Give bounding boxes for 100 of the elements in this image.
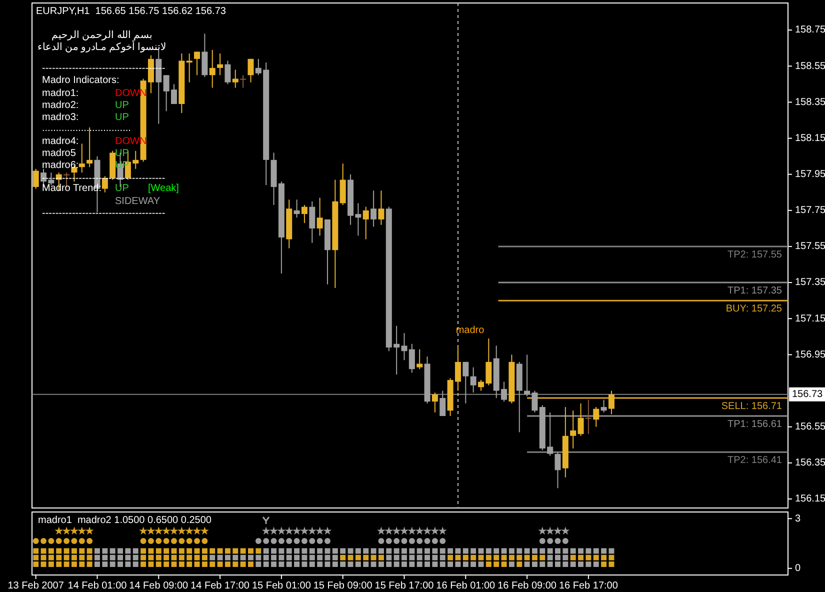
point bbox=[125, 561, 131, 567]
point bbox=[171, 554, 177, 560]
chart-title: madro1 madro2 1.0500 0.6500 0.2500 bbox=[38, 515, 212, 526]
point bbox=[348, 548, 354, 554]
candlestick bbox=[416, 348, 423, 370]
point bbox=[56, 554, 62, 560]
point bbox=[317, 561, 323, 567]
point bbox=[240, 554, 246, 560]
candlestick bbox=[240, 74, 246, 88]
point bbox=[608, 548, 614, 554]
point bbox=[164, 548, 170, 554]
point bbox=[540, 554, 546, 560]
point bbox=[94, 561, 100, 567]
point bbox=[309, 538, 316, 544]
point bbox=[217, 561, 223, 567]
point bbox=[118, 554, 123, 560]
point bbox=[401, 538, 408, 544]
point bbox=[438, 526, 447, 535]
point bbox=[210, 561, 216, 567]
point bbox=[300, 526, 309, 535]
point bbox=[263, 554, 269, 560]
point bbox=[110, 554, 116, 560]
y-tick-label: 0 bbox=[795, 563, 801, 574]
point bbox=[192, 526, 202, 535]
point bbox=[355, 561, 361, 567]
point bbox=[324, 538, 330, 544]
y-tick-label: 157.35 bbox=[795, 277, 825, 288]
point bbox=[86, 548, 92, 554]
point bbox=[40, 548, 46, 554]
point bbox=[33, 561, 39, 567]
point bbox=[171, 538, 177, 544]
point bbox=[408, 526, 416, 535]
point bbox=[200, 526, 209, 535]
point bbox=[516, 561, 522, 567]
point bbox=[416, 548, 422, 554]
y-tick-label: 157.15 bbox=[795, 313, 825, 324]
point bbox=[547, 554, 553, 560]
x-tick-label: 14 Feb 09:00 bbox=[129, 580, 189, 592]
point bbox=[56, 548, 62, 554]
annotation: madro1: bbox=[42, 88, 79, 99]
point bbox=[94, 554, 100, 560]
point bbox=[317, 554, 323, 560]
series-label: TP2: 156.41 bbox=[728, 455, 782, 466]
point bbox=[132, 561, 138, 567]
point bbox=[478, 554, 484, 560]
point bbox=[48, 548, 54, 554]
point bbox=[601, 554, 607, 560]
point bbox=[270, 538, 277, 544]
point bbox=[324, 554, 330, 560]
point bbox=[494, 554, 500, 560]
point bbox=[164, 561, 170, 567]
annotation: [Weak] bbox=[148, 183, 180, 194]
point bbox=[555, 561, 560, 567]
point bbox=[224, 561, 230, 567]
point bbox=[286, 561, 292, 567]
point bbox=[455, 554, 461, 560]
point bbox=[286, 548, 292, 554]
point bbox=[501, 548, 507, 554]
y-tick-label: 3 bbox=[795, 513, 801, 524]
point bbox=[202, 554, 208, 560]
annotation: madro5 bbox=[42, 148, 76, 159]
point bbox=[62, 526, 71, 535]
point bbox=[224, 548, 230, 554]
point bbox=[409, 548, 415, 554]
point bbox=[102, 554, 108, 560]
annotation: madro3: bbox=[42, 112, 79, 123]
point bbox=[302, 554, 308, 560]
point bbox=[377, 526, 386, 535]
point bbox=[448, 548, 454, 554]
point bbox=[248, 548, 254, 554]
annotation: UP bbox=[115, 160, 130, 171]
candlestick bbox=[578, 402, 584, 436]
point bbox=[578, 554, 584, 560]
point bbox=[110, 561, 116, 567]
point bbox=[271, 548, 277, 554]
annotation: madro bbox=[456, 325, 485, 336]
point bbox=[71, 561, 77, 567]
point bbox=[56, 538, 62, 544]
annotation: madro2: bbox=[42, 100, 79, 111]
point bbox=[363, 554, 369, 560]
point bbox=[532, 561, 538, 567]
point bbox=[324, 561, 330, 567]
point bbox=[448, 554, 454, 560]
point bbox=[470, 554, 476, 560]
annotation: UP bbox=[115, 183, 130, 194]
point bbox=[554, 538, 561, 544]
annotation: ------------------------------------- bbox=[42, 208, 166, 219]
point bbox=[394, 554, 400, 560]
point bbox=[64, 548, 70, 554]
point bbox=[394, 548, 400, 554]
point bbox=[355, 548, 361, 554]
point bbox=[71, 554, 77, 560]
point bbox=[416, 561, 422, 567]
point bbox=[202, 548, 208, 554]
point bbox=[270, 526, 278, 535]
candlestick bbox=[248, 58, 254, 83]
candlestick bbox=[462, 361, 469, 404]
point bbox=[48, 561, 54, 567]
point bbox=[462, 561, 468, 567]
point bbox=[33, 554, 39, 560]
